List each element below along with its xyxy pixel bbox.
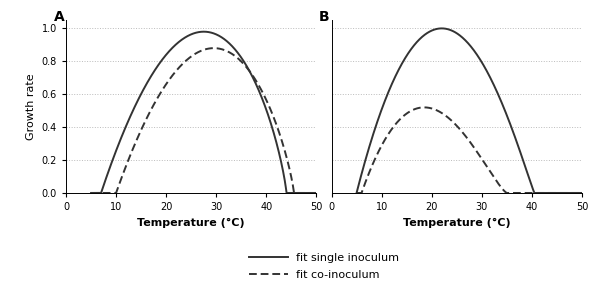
- Legend: fit single inoculum, fit co-inoculum: fit single inoculum, fit co-inoculum: [248, 253, 400, 280]
- X-axis label: Temperature (°C): Temperature (°C): [137, 217, 245, 228]
- Text: B: B: [319, 10, 329, 24]
- Text: A: A: [53, 10, 64, 24]
- X-axis label: Temperature (°C): Temperature (°C): [403, 217, 511, 228]
- Y-axis label: Growth rate: Growth rate: [26, 73, 36, 140]
